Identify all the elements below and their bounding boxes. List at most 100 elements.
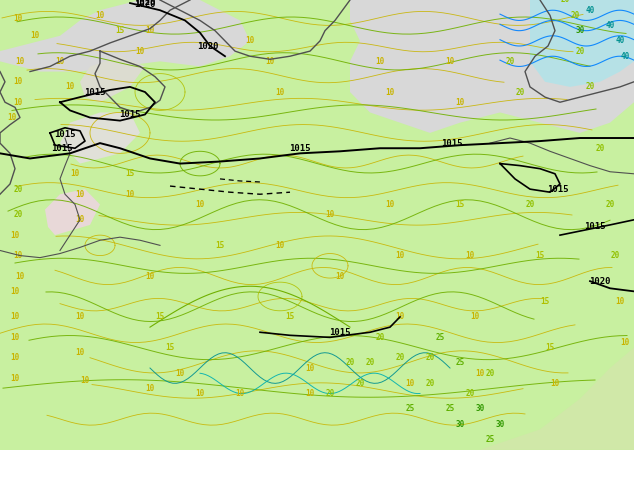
Text: 10: 10 bbox=[465, 251, 475, 260]
Text: 40: 40 bbox=[585, 6, 595, 15]
Text: 10: 10 bbox=[550, 379, 560, 388]
Text: 10: 10 bbox=[126, 190, 134, 199]
Text: 20: 20 bbox=[560, 0, 569, 4]
Text: 15: 15 bbox=[455, 200, 465, 209]
Text: 10: 10 bbox=[13, 77, 23, 86]
Text: 10: 10 bbox=[136, 47, 145, 56]
Text: 10: 10 bbox=[396, 251, 404, 260]
Text: 10: 10 bbox=[10, 313, 20, 321]
Polygon shape bbox=[60, 113, 140, 164]
Text: 1015: 1015 bbox=[84, 88, 106, 97]
Polygon shape bbox=[350, 0, 634, 133]
Text: 10: 10 bbox=[55, 57, 65, 66]
Text: 10: 10 bbox=[385, 200, 394, 209]
Text: 20: 20 bbox=[605, 200, 614, 209]
Text: 45: 45 bbox=[299, 475, 311, 485]
Text: 1015: 1015 bbox=[289, 144, 311, 153]
Text: 25: 25 bbox=[212, 475, 225, 485]
Text: 10: 10 bbox=[195, 389, 205, 398]
Text: 10: 10 bbox=[8, 113, 16, 122]
Text: 20: 20 bbox=[576, 47, 585, 56]
Text: 40: 40 bbox=[621, 52, 630, 61]
Text: 20: 20 bbox=[526, 200, 534, 209]
Text: 20: 20 bbox=[595, 144, 605, 153]
Text: 10: 10 bbox=[10, 353, 20, 362]
Text: 30: 30 bbox=[476, 404, 484, 414]
Text: 10: 10 bbox=[445, 57, 455, 66]
Text: 20: 20 bbox=[356, 379, 365, 388]
Text: 10: 10 bbox=[10, 374, 20, 383]
Polygon shape bbox=[530, 0, 634, 87]
Text: 1015: 1015 bbox=[55, 130, 75, 140]
Text: 1015: 1015 bbox=[585, 222, 605, 231]
Text: 10: 10 bbox=[75, 190, 84, 199]
Text: 1020: 1020 bbox=[589, 277, 611, 286]
Text: 10: 10 bbox=[10, 231, 20, 240]
Text: 1015: 1015 bbox=[51, 144, 73, 153]
Text: 10: 10 bbox=[275, 88, 285, 97]
Polygon shape bbox=[45, 189, 100, 235]
Text: 10: 10 bbox=[148, 475, 160, 485]
Text: 10: 10 bbox=[621, 338, 630, 347]
Text: 30: 30 bbox=[455, 420, 465, 429]
Text: 15: 15 bbox=[216, 241, 224, 250]
Text: 15: 15 bbox=[126, 169, 134, 178]
Text: 20: 20 bbox=[375, 333, 385, 342]
Text: 1015: 1015 bbox=[547, 185, 569, 194]
Text: 10: 10 bbox=[616, 297, 624, 306]
Text: 10: 10 bbox=[470, 313, 480, 321]
Text: 10: 10 bbox=[15, 57, 25, 66]
Text: 20: 20 bbox=[505, 57, 515, 66]
Text: 10: 10 bbox=[95, 11, 105, 20]
Text: 20: 20 bbox=[396, 353, 404, 362]
Text: 1015: 1015 bbox=[329, 328, 351, 337]
Text: 10: 10 bbox=[70, 169, 80, 178]
Text: 10: 10 bbox=[396, 313, 404, 321]
Text: 65: 65 bbox=[384, 475, 397, 485]
Text: 10: 10 bbox=[275, 241, 285, 250]
Text: 25: 25 bbox=[455, 358, 465, 368]
Polygon shape bbox=[80, 56, 145, 102]
Text: Isotachs 10m (km/h): Isotachs 10m (km/h) bbox=[3, 473, 138, 487]
Text: 1020: 1020 bbox=[134, 0, 156, 9]
Text: 10: 10 bbox=[75, 313, 84, 321]
Text: 20: 20 bbox=[346, 358, 354, 368]
Text: 10: 10 bbox=[266, 57, 275, 66]
Text: 35: 35 bbox=[256, 475, 268, 485]
Text: 10: 10 bbox=[476, 368, 484, 378]
Text: 85: 85 bbox=[470, 475, 483, 485]
Text: 15: 15 bbox=[540, 297, 550, 306]
Text: 10: 10 bbox=[235, 389, 245, 398]
Text: 40: 40 bbox=[616, 36, 624, 46]
Text: 10: 10 bbox=[13, 98, 23, 107]
Text: 30: 30 bbox=[576, 26, 585, 35]
Text: 15: 15 bbox=[169, 475, 182, 485]
Text: 10: 10 bbox=[145, 384, 155, 393]
Text: 15: 15 bbox=[155, 313, 165, 321]
Text: 10: 10 bbox=[10, 287, 20, 296]
Text: 55: 55 bbox=[342, 475, 354, 485]
Text: 20: 20 bbox=[191, 475, 204, 485]
Text: 10: 10 bbox=[195, 200, 205, 209]
Text: 10: 10 bbox=[176, 368, 184, 378]
Text: 20: 20 bbox=[465, 389, 475, 398]
Text: ©weatheronline.co.uk: ©weatheronline.co.uk bbox=[505, 475, 630, 485]
Text: 20: 20 bbox=[365, 358, 375, 368]
Text: 10: 10 bbox=[30, 31, 39, 40]
Text: 10: 10 bbox=[306, 364, 314, 372]
Text: 10: 10 bbox=[65, 82, 75, 92]
Text: 15: 15 bbox=[165, 343, 174, 352]
Text: 15: 15 bbox=[535, 251, 545, 260]
Text: 20: 20 bbox=[325, 389, 335, 398]
Text: 1020: 1020 bbox=[134, 0, 156, 7]
Text: 60: 60 bbox=[363, 475, 375, 485]
Text: 30: 30 bbox=[234, 475, 247, 485]
Text: 1015: 1015 bbox=[119, 110, 141, 119]
Text: 15: 15 bbox=[285, 313, 295, 321]
Text: 10: 10 bbox=[10, 333, 20, 342]
Text: 10: 10 bbox=[455, 98, 465, 107]
Text: 15: 15 bbox=[545, 343, 555, 352]
Text: 25: 25 bbox=[436, 333, 444, 342]
Text: 10: 10 bbox=[325, 210, 335, 219]
Text: 75: 75 bbox=[427, 475, 440, 485]
